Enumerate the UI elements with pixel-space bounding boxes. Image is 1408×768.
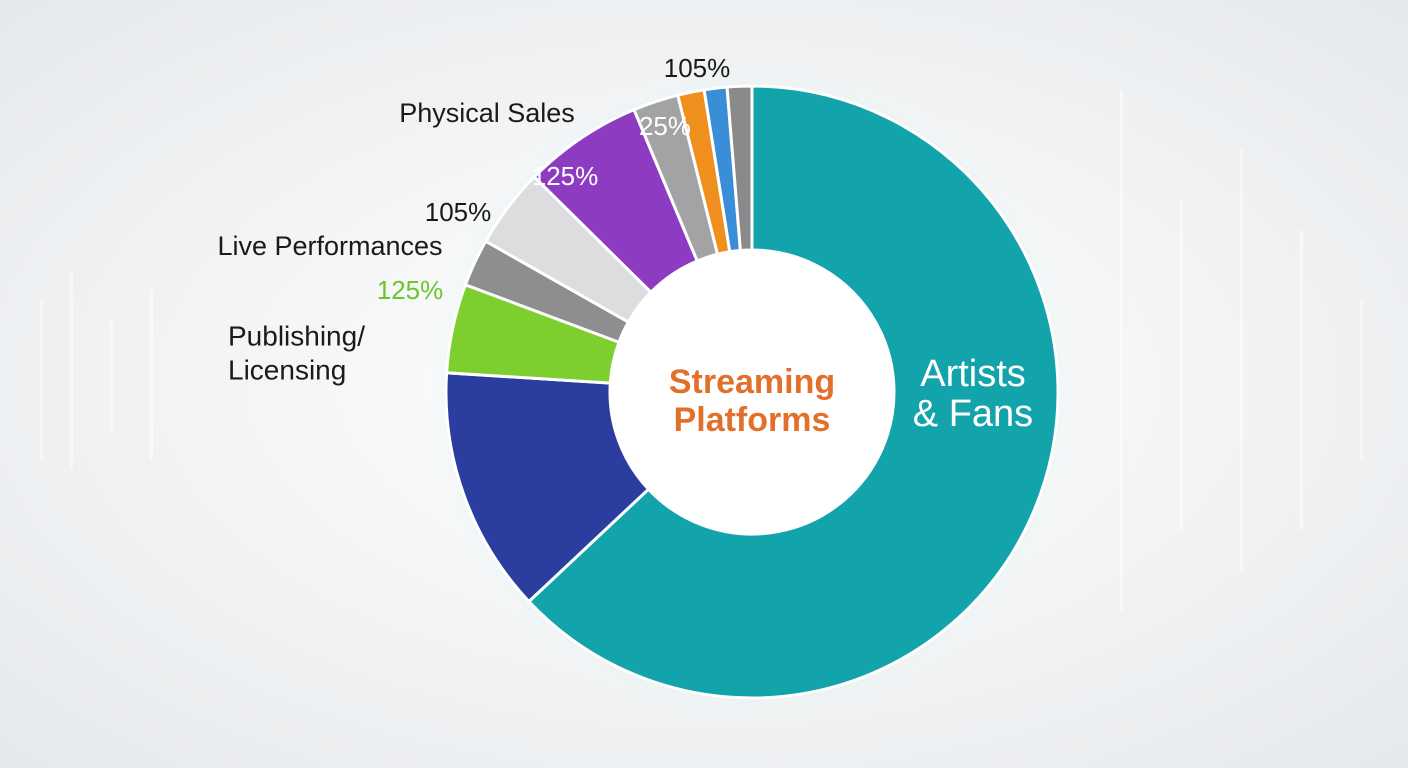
annotation: 125% — [377, 275, 444, 305]
annotation: 105% — [425, 197, 492, 227]
center-label: Platforms — [674, 401, 831, 439]
waveform-decoration — [40, 90, 1363, 610]
center-label: Streaming — [669, 363, 835, 401]
slice-label: Artists — [920, 353, 1026, 395]
slice-label: & Fans — [913, 393, 1033, 435]
slice — [444, 371, 651, 604]
annotation: Publishing/ — [228, 320, 365, 351]
annotation: Live Performances — [217, 231, 442, 261]
annotation: Licensing — [228, 354, 346, 385]
center-hole — [610, 250, 894, 534]
annotation: 125% — [532, 161, 599, 191]
annotation: 25% — [639, 111, 691, 141]
annotation: 105% — [664, 53, 731, 83]
annotation: Physical Sales — [399, 98, 575, 128]
